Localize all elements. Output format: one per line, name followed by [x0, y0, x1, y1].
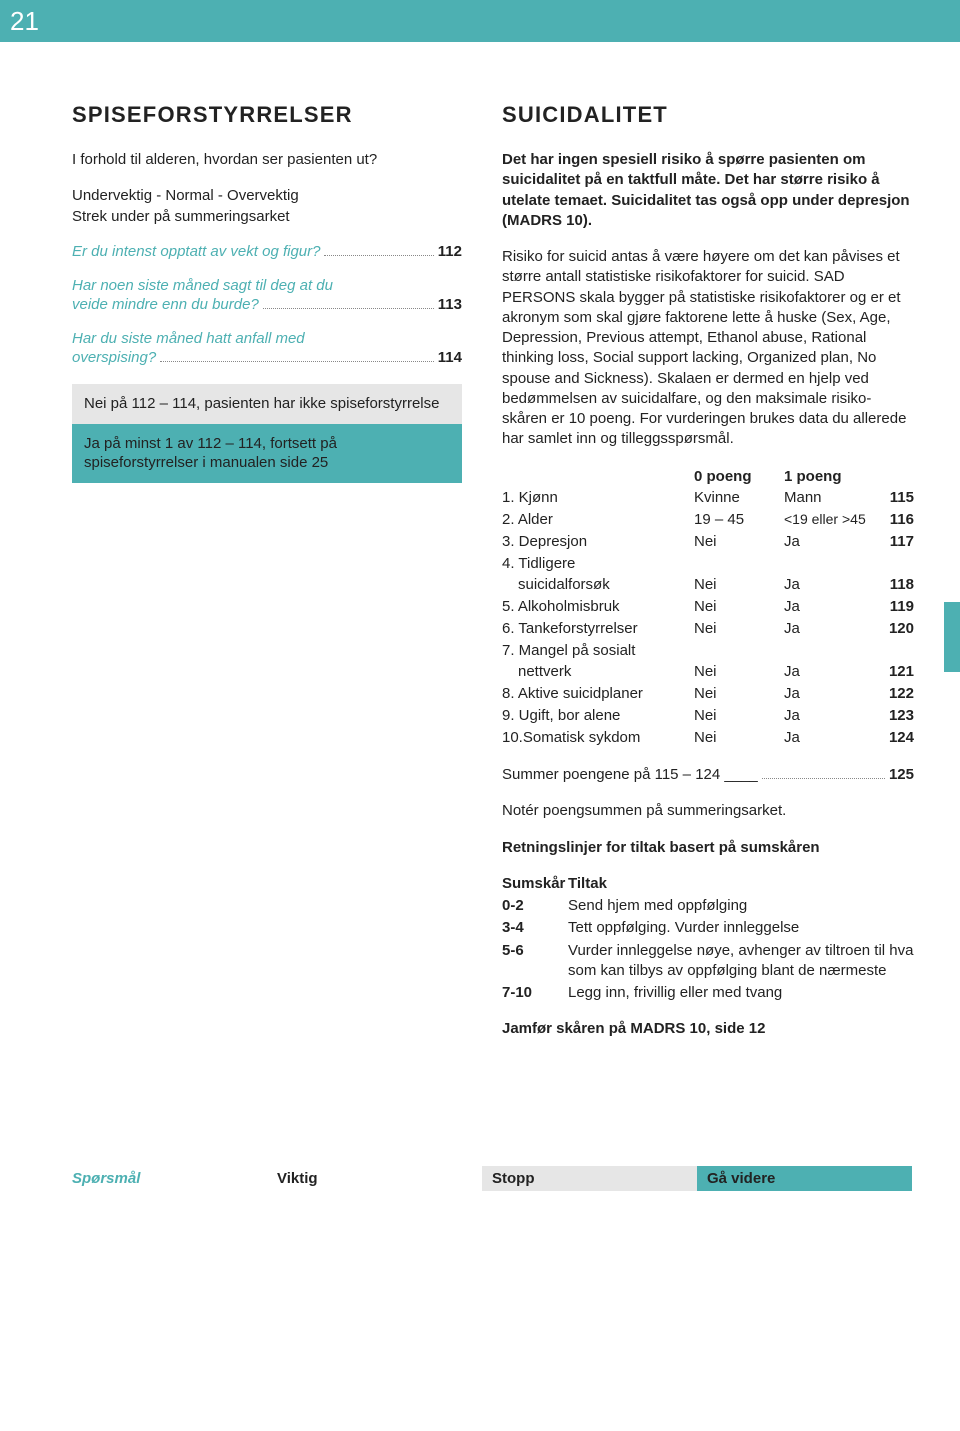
table-row: 6. Tankeforstyrrelser Nei Ja 120 [502, 618, 914, 640]
tiltak-row: 0-2 Send hjem med oppfølging [502, 896, 914, 916]
table-row: 10.Somatisk sykdom Nei Ja 124 [502, 727, 914, 749]
q113-num: 113 [438, 296, 462, 313]
table-row: 4. Tidligere [502, 553, 914, 575]
sad-persons-table: 0 poeng 1 poeng 1. Kjønn Kvinne Mann 115… [502, 466, 914, 749]
th-0poeng: 0 poeng [694, 466, 784, 488]
retningslinjer-head: Retningslinjer for tiltak basert på sums… [502, 838, 914, 858]
right-column: SUICIDALITET Det har ingen spesiell risi… [502, 102, 914, 1056]
intro-weight: Undervektig - Normal - Overvektig Strek … [72, 186, 462, 227]
tiltak-table: Sumskår Tiltak 0-2 Send hjem med oppfølg… [502, 874, 914, 1004]
footer-gavidere: Gå videre [697, 1166, 912, 1191]
table-row: 1. Kjønn Kvinne Mann 115 [502, 487, 914, 509]
q113-text2: veide mindre enn du burde? [72, 296, 259, 313]
q114-text1: Har du siste måned hatt anfall med [72, 329, 462, 349]
table-row: nettverk Nei Ja 121 [502, 661, 914, 683]
table-head: 0 poeng 1 poeng [502, 466, 914, 488]
underline-instruction: Strek under på summeringsarket [72, 208, 290, 225]
dots [762, 778, 885, 779]
heading-spiseforstyrrelser: SPISEFORSTYRRELSER [72, 102, 462, 128]
page-number: 21 [10, 6, 39, 37]
table-row: 2. Alder 19 – 45 <19 eller >45 116 [502, 509, 914, 531]
page-content: SPISEFORSTYRRELSER I forhold til alderen… [0, 42, 960, 1231]
table-row: 5. Alkoholmisbruk Nei Ja 119 [502, 596, 914, 618]
jamfor-text: Jamfør skåren på MADRS 10, side 12 [502, 1019, 914, 1039]
q114-num: 114 [438, 349, 462, 366]
q113-text1: Har noen siste måned sagt til deg at du [72, 276, 462, 296]
suicid-body: Risiko for suicid antas å være høyere om… [502, 247, 914, 450]
table-row: 7. Mangel på sosialt [502, 640, 914, 662]
tiltak-row: 5-6 Vurder innleggelse nøye, avhenger av… [502, 941, 914, 982]
left-column: SPISEFORSTYRRELSER I forhold til alderen… [72, 102, 462, 1056]
dots [324, 255, 433, 256]
box-ja: Ja på minst 1 av 112 – 114, fortsett på … [72, 424, 462, 483]
sum-text: Summer poengene på 115 – 124 ____ [502, 766, 758, 783]
dots [263, 308, 434, 309]
side-tab [944, 602, 960, 672]
intro-question: I forhold til alderen, hvordan ser pasie… [72, 150, 462, 170]
heading-suicidalitet: SUICIDALITET [502, 102, 914, 128]
box-nei: Nei på 112 – 114, pasienten har ikke spi… [72, 384, 462, 424]
noter-text: Notér poengsummen på summeringsarket. [502, 801, 914, 821]
header-bar: 21 [0, 0, 960, 42]
footer-viktig: Viktig [277, 1166, 482, 1191]
tiltak-row: 3-4 Tett oppfølging. Vurder innleggelse [502, 918, 914, 938]
table-row: suicidalforsøk Nei Ja 118 [502, 574, 914, 596]
table-row: 3. Depresjon Nei Ja 117 [502, 531, 914, 553]
tiltak-head: Sumskår Tiltak [502, 874, 914, 894]
table-row: 9. Ugift, bor alene Nei Ja 123 [502, 705, 914, 727]
footer-sporsmal: Spørsmål [72, 1166, 277, 1191]
footer-legend: Spørsmål Viktig Stopp Gå videre [72, 1166, 912, 1207]
sum-num: 125 [889, 766, 914, 783]
suicid-intro-bold: Det har ingen spesiell risiko å spørre p… [502, 150, 914, 231]
q114-text2: overspising? [72, 349, 156, 366]
q112-text: Er du intenst opptatt av vekt og figur? [72, 243, 320, 260]
question-114: Har du siste måned hatt anfall med overs… [72, 329, 462, 366]
q112-num: 112 [438, 243, 462, 260]
question-113: Har noen siste måned sagt til deg at du … [72, 276, 462, 313]
tiltak-row: 7-10 Legg inn, frivillig eller med tvang [502, 983, 914, 1003]
th-1poeng: 1 poeng [784, 466, 874, 488]
dots [160, 361, 434, 362]
question-112: Er du intenst opptatt av vekt og figur? … [72, 243, 462, 260]
footer-stopp: Stopp [482, 1166, 697, 1191]
weight-options: Undervektig - Normal - Overvektig [72, 187, 299, 204]
table-row: 8. Aktive suicidplaner Nei Ja 122 [502, 683, 914, 705]
sum-line: Summer poengene på 115 – 124 ____ 125 [502, 766, 914, 783]
